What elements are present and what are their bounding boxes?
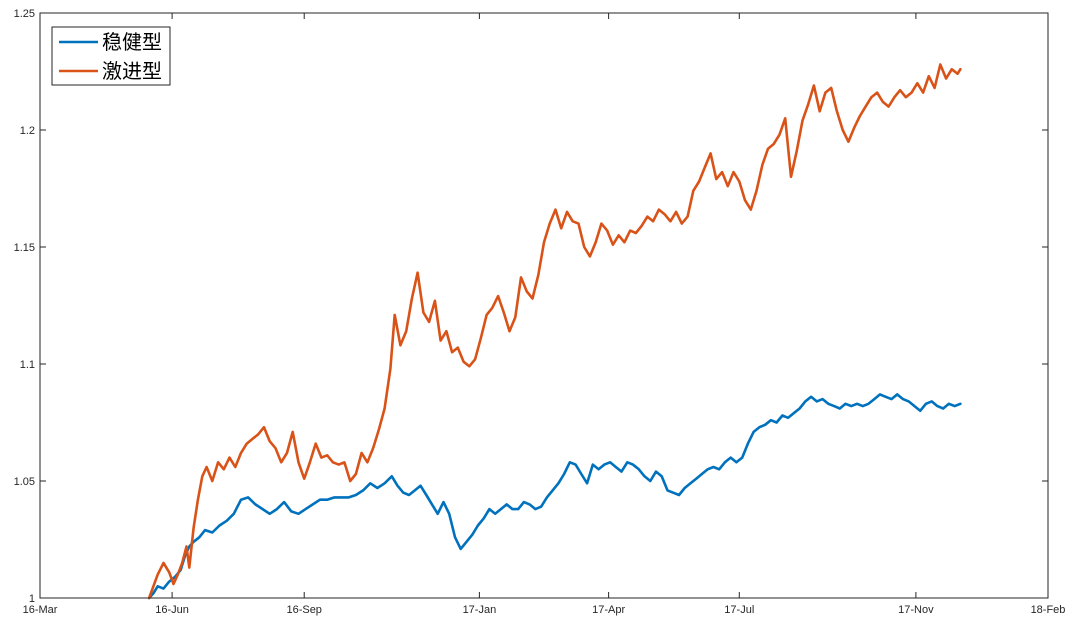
legend-box (51, 26, 171, 86)
plot-frame (39, 12, 1049, 599)
y-tick-label: 1 (29, 593, 35, 605)
series-line-1 (147, 63, 962, 600)
legend-label-1: 激进型 (102, 59, 162, 83)
x-tick-label: 16-Jun (155, 604, 189, 616)
plot-lines (147, 63, 962, 600)
x-tick-label: 17-Nov (898, 604, 934, 616)
x-tick-label: 17-Jan (463, 604, 497, 616)
x-tick-label: 16-Mar (23, 604, 58, 616)
y-tick-label: 1.2 (20, 125, 35, 137)
y-tick-label: 1.05 (14, 476, 35, 488)
series-line-0 (147, 393, 962, 600)
x-tick-label: 17-Jul (724, 604, 754, 616)
y-tick-label: 1.25 (14, 8, 35, 20)
axes: 16-Mar 16-Jun 16-Sep 17-Jan 17-Apr 17-Jul 17-N… (14, 8, 1066, 616)
x-tick-label: 16-Sep (286, 604, 321, 616)
y-tick-label: 1.15 (14, 242, 35, 254)
legend-label-0: 稳健型 (102, 30, 162, 54)
x-tick-label: 18-Feb (1031, 604, 1066, 616)
x-tick-label: 17-Apr (592, 604, 625, 616)
y-tick-label: 1.1 (20, 359, 35, 371)
